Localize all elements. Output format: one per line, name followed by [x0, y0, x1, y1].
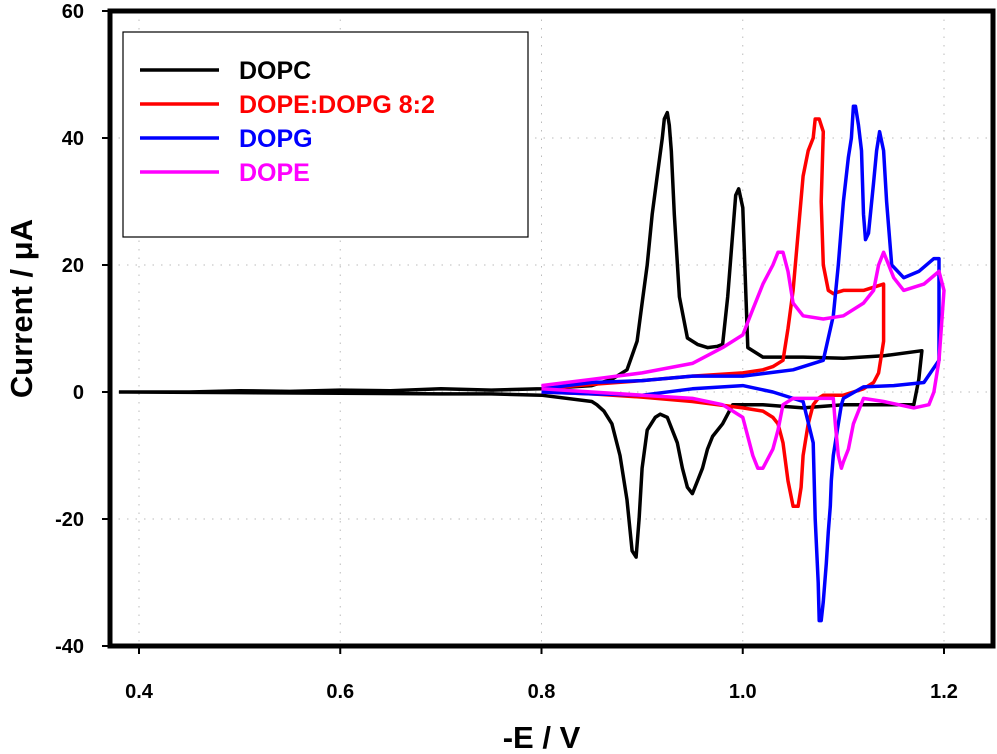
series-line-dopg: [541, 104, 941, 623]
series-group: [118, 104, 946, 623]
legend-label-dopg: DOPG: [239, 125, 313, 153]
legend-box: [122, 31, 529, 238]
y-axis-title: Current / μA: [4, 219, 39, 398]
x-tick-label: 0.8: [528, 681, 556, 703]
y-tick-label: 20: [62, 255, 84, 277]
plot-frame: [107, 8, 996, 649]
y-axis: -40 -20 0 20 40 60: [55, 1, 110, 658]
x-tick-label: 0.6: [326, 681, 354, 703]
series-line-dopc: [118, 110, 924, 559]
x-tick-label: 1.2: [930, 681, 958, 703]
x-axis: 0.4 0.6 0.8 1.0 1.2: [125, 646, 958, 703]
legend-item-dope: DOPE: [140, 159, 310, 187]
series-line-dope-dopg-8-2: [541, 117, 886, 509]
legend-label-dope-dopg: DOPE:DOPG 8:2: [239, 91, 435, 119]
y-tick-label: -20: [55, 509, 84, 531]
y-tick-label: 40: [62, 128, 84, 150]
legend-label-dopc: DOPC: [239, 57, 311, 85]
legend-item-dopg: DOPG: [140, 125, 313, 153]
x-axis-title: -E / V: [503, 720, 581, 754]
y-tick-label: 0: [73, 382, 84, 404]
y-tick-label: 60: [62, 1, 84, 23]
x-tick-label: 0.4: [125, 681, 154, 703]
legend-item-dope-dopg: DOPE:DOPG 8:2: [140, 91, 435, 119]
x-tick-label: 1.0: [729, 681, 757, 703]
legend-label-dope: DOPE: [239, 159, 310, 187]
legend-item-dopc: DOPC: [140, 57, 311, 85]
series-line-dope: [541, 250, 946, 470]
legend: DOPC DOPE:DOPG 8:2 DOPG DOPE: [122, 31, 529, 238]
y-tick-label: -40: [55, 636, 84, 658]
